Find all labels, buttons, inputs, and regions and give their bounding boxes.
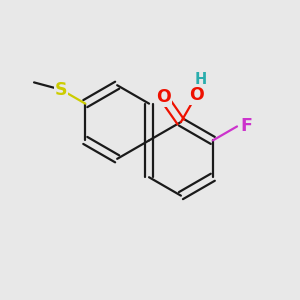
Text: F: F <box>241 117 253 135</box>
Text: O: O <box>189 86 204 104</box>
Text: H: H <box>194 72 207 87</box>
Text: S: S <box>55 81 67 99</box>
Text: O: O <box>156 88 171 106</box>
